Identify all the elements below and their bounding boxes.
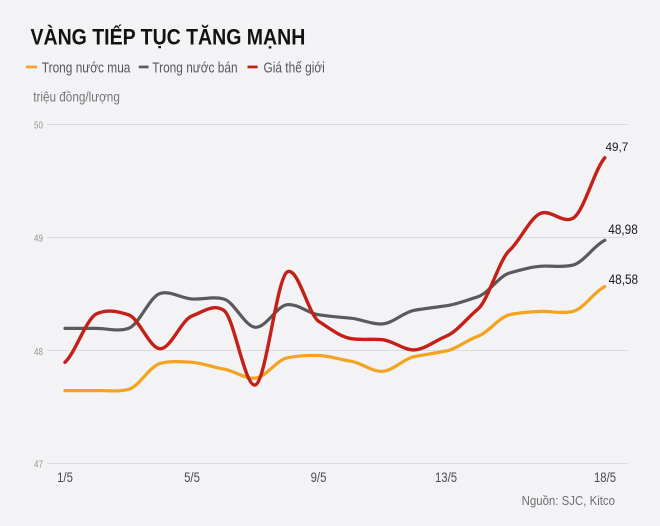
svg-text:49: 49 — [34, 233, 43, 244]
svg-text:9/5: 9/5 — [311, 470, 327, 485]
svg-text:VÀNG TIẾP TỤC TĂNG MẠNH: VÀNG TIẾP TỤC TĂNG MẠNH — [31, 26, 306, 50]
svg-text:13/5: 13/5 — [435, 470, 457, 485]
svg-text:triệu đồng/lượng: triệu đồng/lượng — [33, 90, 120, 105]
svg-text:Trong nước mua: Trong nước mua — [42, 59, 131, 75]
svg-text:5/5: 5/5 — [184, 470, 200, 485]
svg-text:50: 50 — [34, 119, 43, 130]
svg-text:48,98: 48,98 — [608, 222, 637, 237]
svg-text:1/5: 1/5 — [57, 470, 73, 485]
svg-text:Giá thế giới: Giá thế giới — [264, 59, 325, 75]
svg-text:48: 48 — [34, 346, 43, 357]
svg-text:Trong nước bán: Trong nước bán — [152, 59, 237, 75]
svg-text:47: 47 — [34, 459, 43, 470]
svg-text:49,7: 49,7 — [606, 141, 629, 154]
svg-text:48,58: 48,58 — [609, 272, 638, 287]
svg-text:18/5: 18/5 — [594, 470, 616, 485]
svg-text:Nguồn: SJC, Kitco: Nguồn: SJC, Kitco — [522, 493, 616, 508]
